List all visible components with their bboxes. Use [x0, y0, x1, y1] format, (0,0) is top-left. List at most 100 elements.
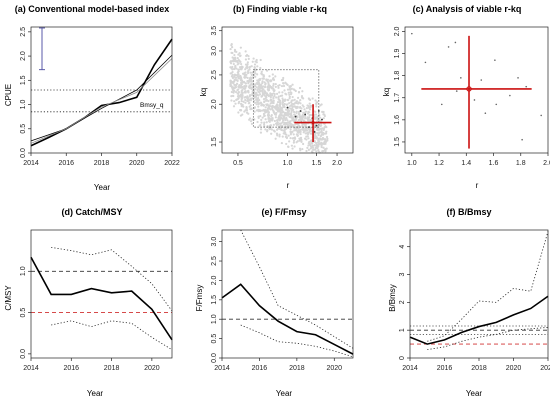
- sample-point: [309, 113, 312, 117]
- sample-point: [264, 128, 267, 131]
- sample-point: [238, 94, 241, 98]
- sample-point: [284, 81, 287, 84]
- sample-point: [257, 105, 260, 108]
- sample-point: [230, 72, 233, 75]
- x-tick-label: 1.6: [489, 160, 499, 167]
- sample-point: [316, 141, 320, 144]
- sample-point: [288, 115, 291, 118]
- sample-point: [267, 116, 270, 119]
- y-tick-label: 3: [399, 272, 406, 276]
- sample-point: [269, 93, 272, 96]
- viable-point: [304, 113, 307, 116]
- sample-point: [298, 115, 301, 119]
- sample-point: [264, 83, 267, 86]
- panel-c: (c) Analysis of viable r-kq r kq 1.0 1.2 1…: [382, 4, 550, 190]
- sample-point: [264, 106, 267, 109]
- sample-point: [280, 128, 283, 132]
- sample-point: [267, 84, 271, 87]
- y-tick-label: 1: [399, 328, 406, 332]
- sample-point: [307, 105, 310, 108]
- sample-point: [299, 132, 302, 136]
- sample-point: [233, 78, 236, 81]
- sample-point: [276, 100, 280, 104]
- sample-point: [260, 70, 263, 73]
- sample-point: [264, 118, 267, 121]
- sample-point: [247, 57, 250, 60]
- sample-point: [272, 123, 275, 126]
- sample-point: [292, 133, 295, 136]
- panel-b-title: (b) Finding viable r-kq: [233, 4, 327, 14]
- panel-f: (f) B/Bmsy Year B/Bmsy 2014 2016 2018 2020 2…: [388, 207, 550, 398]
- sample-point: [257, 87, 260, 90]
- sample-point: [233, 60, 237, 63]
- y-tick-label: 1.0: [20, 266, 27, 276]
- sample-point: [263, 114, 266, 118]
- sample-point: [309, 132, 312, 135]
- sample-point: [257, 97, 260, 100]
- sample-point: [290, 101, 293, 104]
- viable-point: [440, 103, 443, 106]
- sample-point: [278, 101, 281, 104]
- sample-point: [295, 111, 298, 114]
- sample-point: [322, 149, 325, 153]
- sample-point: [316, 131, 319, 135]
- sample-point: [296, 105, 299, 108]
- sample-cloud: [229, 43, 329, 154]
- sample-point: [242, 100, 245, 103]
- panel-f-title: (f) B/Bmsy: [446, 207, 491, 217]
- sample-point: [304, 116, 307, 120]
- panel-e-frame: [221, 229, 354, 359]
- sample-point: [231, 65, 234, 69]
- panel-e-xlabel: Year: [276, 389, 293, 398]
- sample-point: [296, 96, 300, 99]
- sample-point: [325, 130, 328, 133]
- sample-point: [305, 107, 308, 110]
- sample-point: [306, 146, 309, 150]
- viable-point: [540, 114, 542, 117]
- sample-point: [284, 98, 287, 101]
- sample-point: [299, 102, 302, 105]
- series-line-2: [30, 54, 173, 142]
- y-tick-label: 0.5: [211, 334, 218, 344]
- sample-point: [282, 119, 285, 122]
- sample-point: [278, 135, 281, 138]
- panel-b: (b) Finding viable r-kq r kq 0.5 1.0 1.5 2.…: [199, 4, 354, 190]
- sample-point: [237, 102, 240, 105]
- panel-a-annotation: Bmsy_q: [140, 102, 164, 109]
- sample-point: [289, 107, 292, 110]
- sample-point: [270, 132, 273, 135]
- sample-point: [301, 128, 304, 131]
- sample-point: [267, 100, 270, 103]
- sample-point: [264, 99, 268, 102]
- sample-point: [247, 70, 250, 73]
- series-line-1: [409, 295, 549, 345]
- sample-point: [259, 131, 263, 134]
- sample-point: [305, 138, 308, 141]
- sample-point: [296, 134, 299, 137]
- sample-point: [256, 88, 259, 92]
- sample-point: [299, 99, 302, 102]
- sample-point: [234, 57, 237, 61]
- sample-point: [243, 72, 246, 76]
- viable-point: [525, 85, 528, 88]
- sample-point: [288, 140, 291, 143]
- sample-point: [276, 119, 279, 122]
- sample-point: [246, 65, 249, 68]
- sample-point: [320, 133, 324, 136]
- sample-point: [257, 90, 260, 93]
- sample-point: [281, 103, 284, 106]
- sample-point: [252, 57, 255, 60]
- sample-point: [256, 82, 259, 86]
- sample-point: [303, 108, 306, 111]
- sample-point: [275, 92, 279, 95]
- sample-point: [263, 124, 266, 128]
- y-tick-label: 2.5: [211, 70, 218, 80]
- sample-point: [300, 94, 304, 98]
- y-tick-label: 2.0: [211, 99, 218, 109]
- viable-point: [495, 103, 498, 106]
- sample-point: [286, 103, 289, 106]
- sample-point: [276, 134, 279, 137]
- panel-b-xlabel: r: [287, 181, 290, 190]
- y-tick-label: 1.5: [211, 295, 218, 305]
- sample-point: [292, 88, 295, 91]
